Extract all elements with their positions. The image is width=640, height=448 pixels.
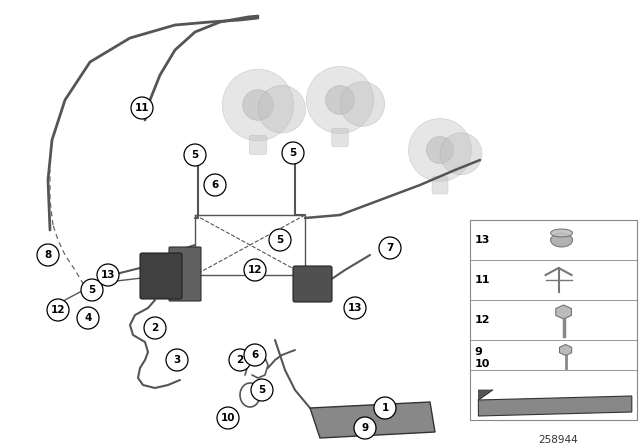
Circle shape [222,69,294,141]
Text: 5: 5 [191,150,198,160]
Text: 10: 10 [474,359,490,369]
FancyBboxPatch shape [140,253,182,299]
Polygon shape [310,402,435,438]
Circle shape [131,97,153,119]
Text: 6: 6 [252,350,259,360]
Circle shape [340,82,385,126]
Text: 5: 5 [289,148,296,158]
Text: 11: 11 [135,103,149,113]
FancyBboxPatch shape [432,177,448,194]
Text: 5: 5 [259,385,266,395]
Text: 10: 10 [221,413,236,423]
Circle shape [244,259,266,281]
Circle shape [81,279,103,301]
Text: 7: 7 [387,243,394,253]
Polygon shape [479,390,492,400]
Circle shape [47,299,69,321]
Circle shape [440,133,482,175]
Polygon shape [559,345,572,356]
Text: 11: 11 [474,275,490,285]
Text: 2: 2 [152,323,159,333]
Circle shape [229,349,251,371]
Circle shape [307,66,374,134]
Bar [470,220,637,420]
Circle shape [354,417,376,439]
Circle shape [374,397,396,419]
Circle shape [269,229,291,251]
Text: 1: 1 [381,403,388,413]
Circle shape [344,297,366,319]
FancyBboxPatch shape [249,135,267,155]
FancyBboxPatch shape [332,129,348,147]
Circle shape [282,142,304,164]
Circle shape [251,379,273,401]
Polygon shape [556,305,572,319]
Circle shape [166,349,188,371]
Circle shape [243,90,273,121]
Text: 12: 12 [51,305,65,315]
Ellipse shape [550,233,573,247]
Circle shape [258,86,306,133]
Circle shape [217,407,239,429]
Circle shape [144,317,166,339]
Text: 258944: 258944 [539,435,579,445]
Text: 12: 12 [248,265,262,275]
Text: 12: 12 [474,315,490,325]
Polygon shape [479,396,632,416]
Text: 5: 5 [276,235,284,245]
FancyBboxPatch shape [169,247,201,301]
Circle shape [184,144,206,166]
Circle shape [37,244,59,266]
Text: 3: 3 [173,355,180,365]
Circle shape [244,344,266,366]
Circle shape [204,174,226,196]
Text: 13: 13 [348,303,362,313]
Circle shape [408,119,472,181]
Text: 5: 5 [88,285,95,295]
Text: 13: 13 [100,270,115,280]
Text: 9: 9 [362,423,369,433]
Circle shape [97,264,119,286]
Circle shape [326,86,355,114]
Circle shape [426,137,454,164]
Text: 9: 9 [474,347,483,357]
Circle shape [77,307,99,329]
Text: 6: 6 [211,180,219,190]
Text: 8: 8 [44,250,52,260]
Circle shape [379,237,401,259]
Text: 2: 2 [236,355,244,365]
Text: 4: 4 [84,313,92,323]
Text: 13: 13 [474,235,490,245]
Ellipse shape [550,229,573,237]
FancyBboxPatch shape [293,266,332,302]
